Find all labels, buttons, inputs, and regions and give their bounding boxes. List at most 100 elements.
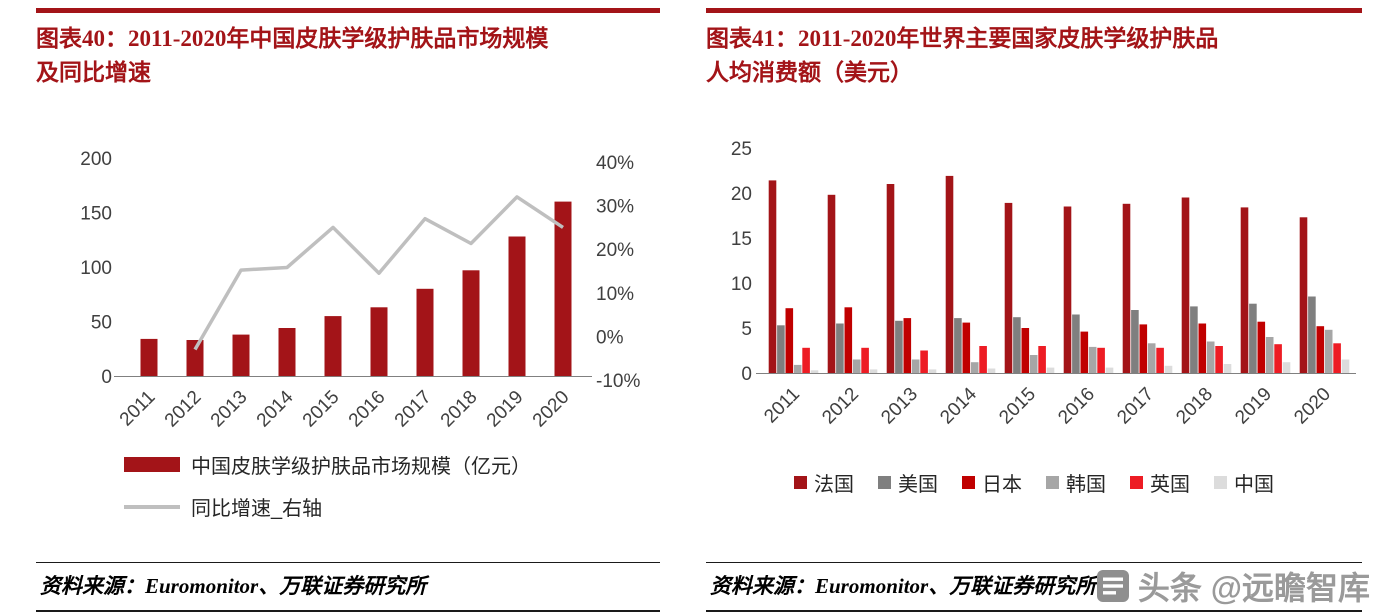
country-consumption-bar [1282,362,1291,373]
country-consumption-bar [1249,303,1257,373]
figure-41-source-note: 资料来源：Euromonitor、万联证券研究所 [710,574,1097,598]
legend-bar-swatch [124,457,180,472]
country-consumption-bar [836,323,844,373]
country-consumption-bar [1122,203,1131,373]
legend-item: 中国皮肤学级护肤品市场规模（亿元） [124,450,531,479]
figure-40-title-line-2: 及同比增速 [36,60,151,85]
country-consumption-bar [979,346,987,373]
country-consumption-bar [852,359,861,373]
country-consumption-bar [1046,367,1055,373]
country-consumption-bar [1097,347,1105,373]
right-axis-tick-label: 0% [596,327,624,348]
legend-item: 英国 [1130,468,1190,497]
figure-40-bottom-rule [36,610,660,612]
country-consumption-bar [869,369,878,373]
legend-item: 韩国 [1046,468,1106,497]
figure-40-title: 图表40：2011-2020年中国皮肤学级护肤品市场规模 及同比增速 [36,22,660,90]
country-consumption-bar [954,318,962,373]
country-consumption-bar [785,308,794,373]
y-axis-tick-label: 15 [731,229,752,250]
country-consumption-bar [844,307,853,373]
country-consumption-bar [810,370,819,373]
market-size-bar [554,201,572,376]
y-axis-tick-label: 25 [731,139,752,160]
country-consumption-bar [1181,197,1190,373]
country-consumption-bar [1257,321,1266,373]
watermark-text: 头条 @远瞻智库 [1137,570,1370,606]
market-size-bar [278,328,296,376]
legend-label: 美国 [898,474,938,496]
country-consumption-bar [1072,314,1080,373]
legend-swatch [794,476,807,489]
country-consumption-bar [1139,324,1148,373]
legend-item: 法国 [794,468,854,497]
market-size-bar [462,270,480,376]
figure-40-accent-rule [36,8,660,13]
figure-41-bottom-rule [706,610,1362,612]
right-axis-tick-label: 20% [596,240,634,261]
country-consumption-bar [777,325,785,373]
market-size-bar [232,334,250,376]
country-consumption-bar [1240,207,1249,373]
x-axis-year-label: 2012 [161,387,206,432]
market-size-bar [370,307,388,376]
country-consumption-bar [802,347,810,373]
country-consumption-bar [920,350,928,373]
country-consumption-bar [1004,202,1013,373]
legend-label: 韩国 [1066,474,1106,496]
right-axis-tick-label: 30% [596,197,634,218]
country-consumption-bar [1265,337,1274,373]
country-consumption-bar [1299,217,1308,373]
figure-40-panel: 图表40：2011-2020年中国皮肤学级护肤品市场规模 及同比增速 0 50 10… [36,0,660,616]
right-axis-tick-label: -10% [596,371,640,392]
left-axis-tick-label: 150 [80,204,112,225]
figure-41-title-line-1: 图表41：2011-2020年世界主要国家皮肤学级护肤品 [706,26,1219,51]
x-axis-year-label: 2019 [1231,384,1276,429]
country-consumption-bar [1088,346,1097,373]
country-consumption-bar [1308,296,1316,373]
country-consumption-bar [1147,343,1156,373]
country-consumption-bar [1156,347,1164,373]
figure-41-source-rule [706,562,1362,563]
yoy-growth-line [193,195,564,351]
figure-40-legend: 中国皮肤学级护肤品市场规模（亿元） 同比增速_右轴 [124,450,531,521]
x-axis-year-label: 2016 [1054,384,1099,429]
figure-41-panel: 图表41：2011-2020年世界主要国家皮肤学级护肤品 人均消费额（美元） 0… [706,0,1362,616]
country-consumption-bar [1013,317,1021,373]
country-consumption-bar [1029,355,1038,373]
x-axis-year-label: 2014 [936,383,981,428]
country-consumption-bar [987,368,996,373]
x-axis-year-label: 2015 [995,384,1040,429]
country-consumption-bar [1190,306,1198,373]
country-consumption-bar [861,347,869,373]
right-axis-tick-label: 10% [596,284,634,305]
country-consumption-bar [1021,328,1030,373]
figure-41-accent-rule [706,8,1362,13]
figure-40-title-line-1: 图表40：2011-2020年中国皮肤学级护肤品市场规模 [36,26,549,51]
legend-swatch [1130,476,1143,489]
legend-label: 中国 [1234,474,1274,496]
country-consumption-bar [1316,326,1325,373]
country-consumption-bar [1223,364,1232,373]
y-axis-tick-label: 20 [731,184,752,205]
legend-label: 英国 [1150,474,1190,496]
x-axis-year-label: 2014 [253,386,298,431]
market-size-bar [324,316,342,377]
country-consumption-bar [911,359,920,373]
x-axis-year-label: 2020 [529,387,574,432]
figure-41-title: 图表41：2011-2020年世界主要国家皮肤学级护肤品 人均消费额（美元） [706,22,1362,90]
figure-40-source-rule [36,562,660,563]
market-size-bar [186,340,204,376]
x-axis-year-label: 2017 [391,387,436,432]
country-consumption-bar [928,369,937,373]
legend-swatch [1214,476,1227,489]
market-size-bar [416,288,434,376]
figure-40-source-note: 资料来源：Euromonitor、万联证券研究所 [40,574,427,598]
x-axis-year-label: 2020 [1290,384,1335,429]
x-axis-year-label: 2011 [760,384,804,428]
x-axis-year-label: 2015 [299,387,344,432]
legend-label: 日本 [982,474,1022,496]
watermark: 头条 @远瞻智库 [1096,563,1370,609]
country-consumption-bar [945,175,954,373]
